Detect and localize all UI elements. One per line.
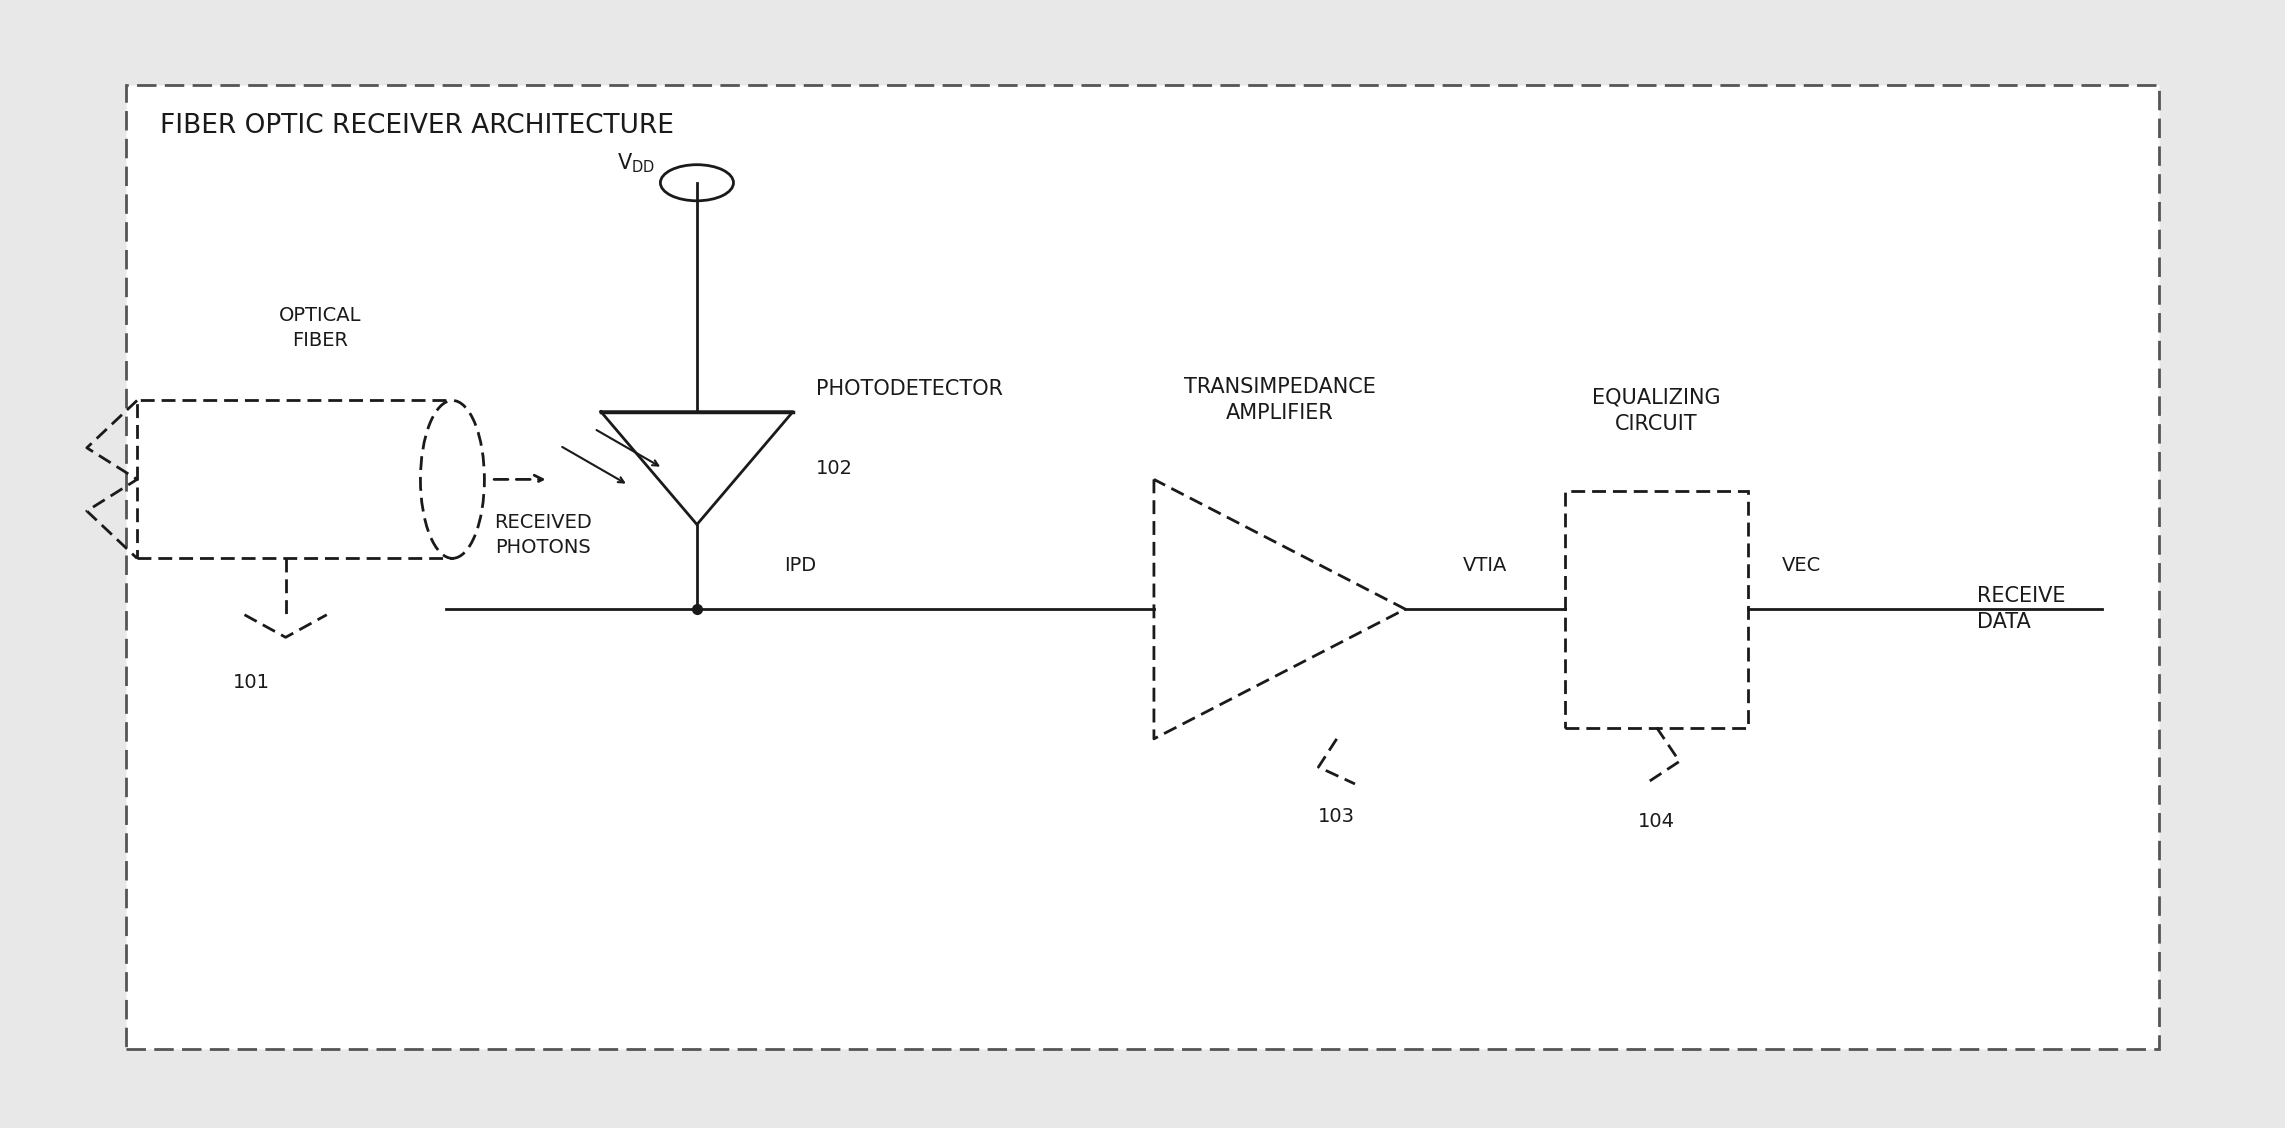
Bar: [1565, 491, 1748, 728]
Text: TRANSIMPEDANCE
AMPLIFIER: TRANSIMPEDANCE AMPLIFIER: [1184, 377, 1376, 423]
Text: 102: 102: [816, 459, 852, 477]
Text: 103: 103: [1318, 807, 1355, 826]
Bar: [137, 400, 452, 558]
Text: OPTICAL
FIBER: OPTICAL FIBER: [279, 306, 361, 350]
Text: IPD: IPD: [784, 556, 816, 575]
Text: RECEIVED
PHOTONS: RECEIVED PHOTONS: [494, 513, 592, 557]
Text: RECEIVE
DATA: RECEIVE DATA: [1977, 585, 2066, 633]
Text: PHOTODETECTOR: PHOTODETECTOR: [816, 379, 1003, 399]
Text: $\mathregular{V_{DD}}$: $\mathregular{V_{DD}}$: [617, 151, 656, 175]
FancyBboxPatch shape: [126, 85, 2159, 1049]
Ellipse shape: [420, 400, 484, 558]
Text: FIBER OPTIC RECEIVER ARCHITECTURE: FIBER OPTIC RECEIVER ARCHITECTURE: [160, 113, 674, 139]
Text: VTIA: VTIA: [1462, 556, 1506, 575]
Text: 104: 104: [1638, 812, 1675, 831]
Text: VEC: VEC: [1782, 556, 1821, 575]
Text: 101: 101: [233, 673, 270, 691]
Text: EQUALIZING
CIRCUIT: EQUALIZING CIRCUIT: [1593, 388, 1721, 434]
